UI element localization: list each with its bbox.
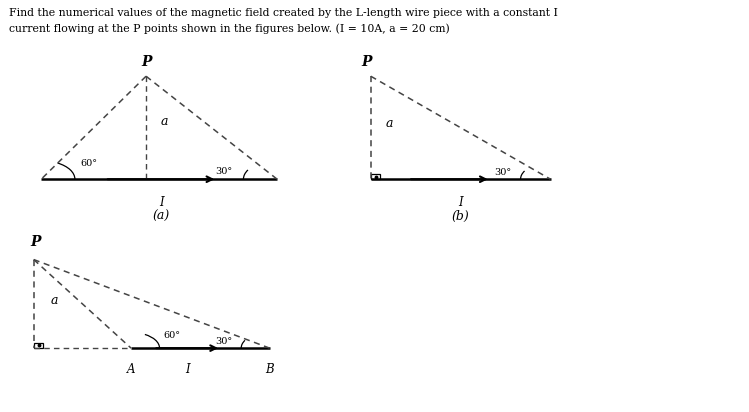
Text: 60°: 60° (163, 330, 180, 339)
Text: A: A (127, 363, 136, 377)
Text: 30°: 30° (215, 167, 232, 176)
Text: P: P (362, 55, 372, 69)
Text: 60°: 60° (81, 159, 97, 168)
Text: Find the numerical values of the magnetic field created by the L-length wire pie: Find the numerical values of the magneti… (9, 8, 558, 18)
Text: 30°: 30° (216, 337, 233, 346)
Text: a: a (51, 294, 58, 307)
Text: (a): (a) (152, 210, 170, 223)
Text: I: I (458, 196, 463, 209)
Text: current flowing at the P points shown in the figures below. (I = 10A, a = 20 cm): current flowing at the P points shown in… (9, 24, 449, 35)
Text: I: I (159, 196, 163, 209)
Text: 30°: 30° (494, 168, 512, 177)
Text: P: P (141, 55, 151, 69)
Text: B: B (265, 363, 274, 377)
Text: a: a (386, 117, 393, 130)
Text: P: P (30, 235, 40, 249)
Text: I: I (185, 363, 189, 377)
Text: a: a (161, 115, 169, 128)
Text: (b): (b) (452, 210, 470, 223)
